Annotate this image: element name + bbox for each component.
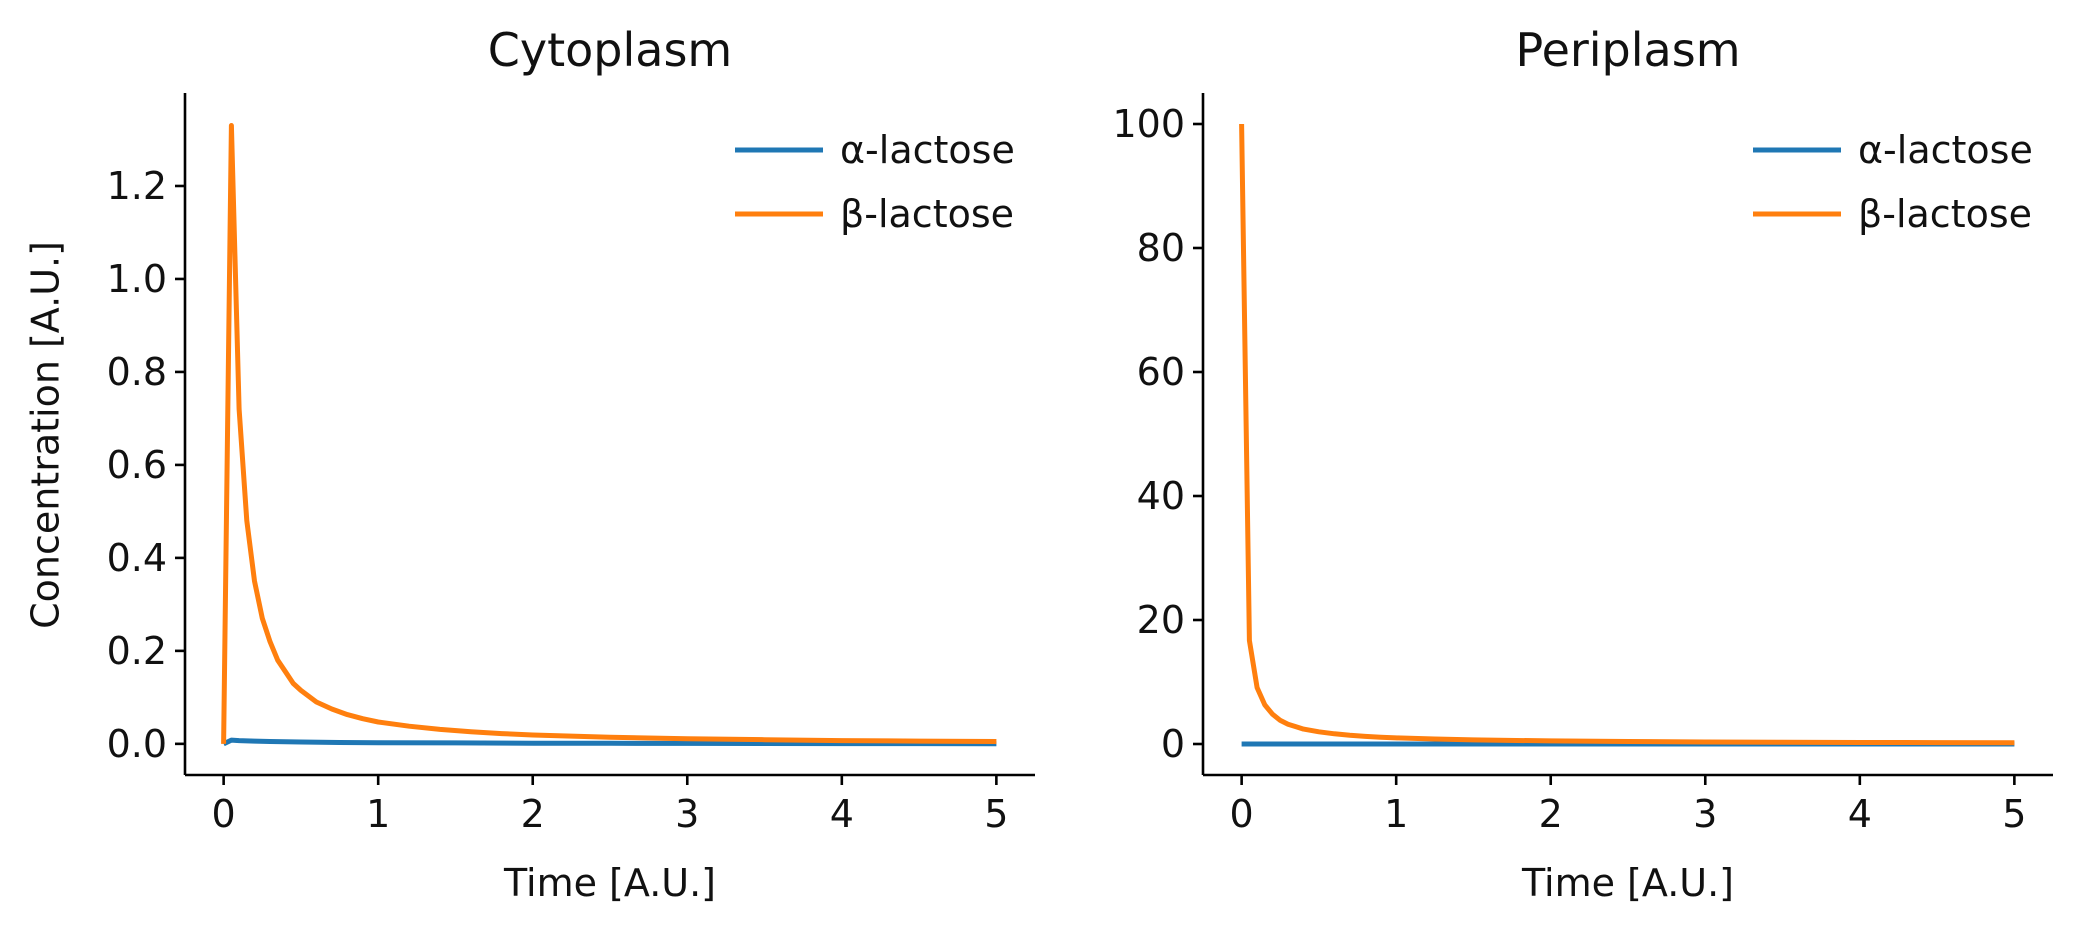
periplasm-y-tick-label: 0 [1161,722,1185,766]
cytoplasm-x-axis-label: Time [A.U.] [503,861,716,905]
cytoplasm-title: Cytoplasm [488,23,732,77]
periplasm-x-tick-label: 5 [2002,792,2026,836]
cytoplasm-x-tick-label: 0 [212,792,236,836]
cytoplasm-x-tick-label: 1 [366,792,390,836]
periplasm-legend-label-beta: β-lactose [1858,192,2032,236]
periplasm-series-beta-lactose-line [1239,123,2015,746]
periplasm-y-tick-label: 80 [1137,226,1185,270]
periplasm-x-tick-label: 2 [1539,792,1563,836]
periplasm-panel: Periplasm 0 1 2 3 4 5 0 20 40 60 80 100 Time [A.U.] α-… [1112,23,2053,905]
cytoplasm-x-tick-label: 2 [521,792,545,836]
cytoplasm-y-tick-label: 0.2 [107,629,167,673]
cytoplasm-y-tick-label: 0.0 [107,722,167,766]
periplasm-x-axis-label: Time [A.U.] [1521,861,1734,905]
cytoplasm-y-tick-label: 1.2 [107,164,167,208]
cytoplasm-x-tick-label: 5 [984,792,1008,836]
periplasm-y-tick-label: 100 [1112,102,1185,146]
periplasm-y-tick-label: 40 [1137,474,1185,518]
cytoplasm-series-alpha-lactose-line [222,737,997,747]
periplasm-legend-label-alpha: α-lactose [1858,128,2033,172]
cytoplasm-x-tick-label: 4 [830,792,854,836]
periplasm-title: Periplasm [1515,23,1740,77]
periplasm-x-tick-label: 4 [1848,792,1872,836]
cytoplasm-y-tick-label: 0.4 [107,536,167,580]
cytoplasm-x-tick-label: 3 [675,792,699,836]
cytoplasm-legend-label-beta: β-lactose [840,192,1014,236]
periplasm-x-tick-label: 3 [1693,792,1717,836]
periplasm-y-tick-label: 60 [1137,350,1185,394]
periplasm-y-tick-label: 20 [1137,598,1185,642]
cytoplasm-series-beta-lactose-line [221,123,997,744]
cytoplasm-y-tick-label: 0.6 [107,443,167,487]
periplasm-x-tick-label: 1 [1384,792,1408,836]
cytoplasm-y-axis-label: Concentration [A.U.] [24,241,68,629]
cytoplasm-panel: Cytoplasm 0 1 2 3 4 5 0.0 0.2 0.4 0.6 0.8 1.0 1.2 Time… [24,23,1035,905]
cytoplasm-legend-label-alpha: α-lactose [840,128,1015,172]
cytoplasm-y-tick-label: 1.0 [107,257,167,301]
periplasm-x-tick-label: 0 [1230,792,1254,836]
cytoplasm-y-tick-label: 0.8 [107,350,167,394]
